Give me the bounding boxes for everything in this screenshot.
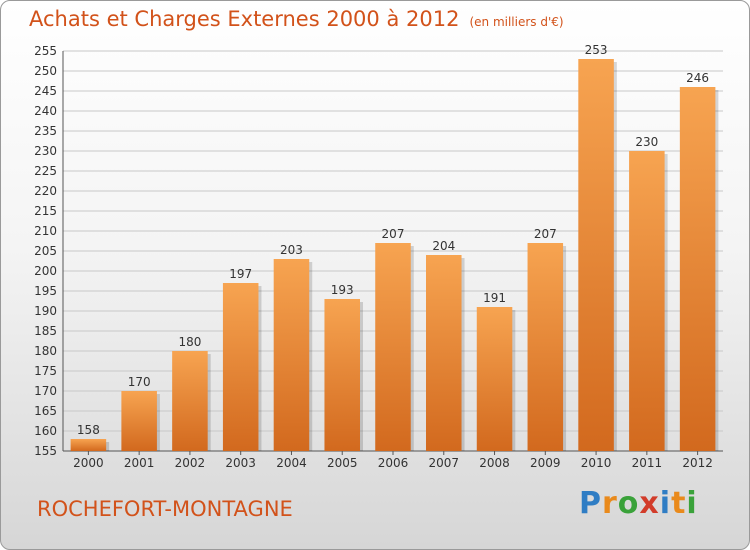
bar-value-label: 191 bbox=[483, 291, 506, 305]
commune-name: ROCHEFORT-MONTAGNE bbox=[37, 497, 293, 521]
y-tick-label: 215 bbox=[34, 204, 57, 218]
bar-value-label: 180 bbox=[178, 335, 201, 349]
y-tick-label: 235 bbox=[34, 124, 57, 138]
y-tick-label: 195 bbox=[34, 284, 57, 298]
x-tick-label: 2011 bbox=[632, 456, 663, 470]
bar bbox=[70, 439, 107, 451]
y-tick-label: 250 bbox=[34, 64, 57, 78]
y-tick-label: 155 bbox=[34, 444, 57, 458]
bars bbox=[70, 59, 719, 451]
y-tick-label: 170 bbox=[34, 384, 57, 398]
bar-value-label: 207 bbox=[382, 227, 405, 241]
logo-letter: i bbox=[686, 486, 698, 521]
y-tick-label: 160 bbox=[34, 424, 57, 438]
y-tick-label: 230 bbox=[34, 144, 57, 158]
x-tick-label: 2002 bbox=[175, 456, 206, 470]
y-tick-label: 200 bbox=[34, 264, 57, 278]
bar-value-label: 170 bbox=[128, 375, 151, 389]
x-tick-label: 2004 bbox=[276, 456, 307, 470]
y-tick-label: 240 bbox=[34, 104, 57, 118]
x-tick-label: 2010 bbox=[581, 456, 612, 470]
proxiti-logo: Proxiti bbox=[579, 486, 698, 521]
y-tick-label: 245 bbox=[34, 84, 57, 98]
x-tick-label: 2001 bbox=[124, 456, 155, 470]
x-tick-label: 2003 bbox=[225, 456, 256, 470]
y-tick-label: 175 bbox=[34, 364, 57, 378]
bar-value-label: 230 bbox=[635, 135, 658, 149]
y-tick-label: 220 bbox=[34, 184, 57, 198]
chart-title: Achats et Charges Externes 2000 à 2012 (e… bbox=[29, 7, 564, 31]
y-tick-label: 205 bbox=[34, 244, 57, 258]
bar bbox=[426, 255, 462, 451]
bar bbox=[222, 283, 259, 451]
bar bbox=[121, 391, 157, 451]
bar bbox=[527, 243, 564, 451]
chart-title-text: Achats et Charges Externes 2000 à 2012 bbox=[29, 7, 460, 31]
y-tick-label: 210 bbox=[34, 224, 57, 238]
y-tick-label: 185 bbox=[34, 324, 57, 338]
x-tick-label: 2012 bbox=[682, 456, 713, 470]
bar-value-label: 203 bbox=[280, 243, 303, 257]
labels: 155 160 165 170 175 180 185 190 195 200 205 210 215 2… bbox=[34, 43, 713, 470]
bar bbox=[679, 87, 716, 451]
x-tick-label: 2008 bbox=[479, 456, 510, 470]
bar bbox=[476, 307, 513, 451]
chart-subtitle: (en milliers d'€) bbox=[469, 15, 564, 29]
x-tick-label: 2009 bbox=[530, 456, 561, 470]
y-tick-label: 190 bbox=[34, 304, 57, 318]
y-tick-label: 255 bbox=[34, 44, 57, 58]
bar-value-label: 158 bbox=[77, 423, 100, 437]
y-tick-label: 225 bbox=[34, 164, 57, 178]
bar-value-label: 253 bbox=[585, 43, 608, 57]
y-tick-label: 165 bbox=[34, 404, 57, 418]
x-tick-label: 2006 bbox=[378, 456, 409, 470]
bar bbox=[629, 151, 665, 451]
bar bbox=[324, 299, 360, 451]
bar bbox=[375, 243, 411, 451]
logo-letter: o bbox=[617, 486, 640, 521]
bar bbox=[578, 59, 614, 451]
bar-value-label: 193 bbox=[331, 283, 354, 297]
y-tick-label: 180 bbox=[34, 344, 57, 358]
logo-letter: i bbox=[659, 486, 672, 521]
bar-value-label: 207 bbox=[534, 227, 557, 241]
x-tick-label: 2000 bbox=[73, 456, 104, 470]
bar bbox=[172, 351, 208, 451]
logo-letter: P bbox=[579, 486, 602, 521]
x-tick-label: 2007 bbox=[428, 456, 459, 470]
logo-letter: x bbox=[639, 486, 660, 521]
bar-value-label: 204 bbox=[432, 239, 455, 253]
bar-value-label: 246 bbox=[686, 71, 709, 85]
bar-value-label: 197 bbox=[229, 267, 252, 281]
x-tick-label: 2005 bbox=[327, 456, 358, 470]
logo-letter: t bbox=[671, 486, 687, 521]
bar bbox=[273, 259, 310, 451]
logo-letter: r bbox=[602, 486, 618, 521]
